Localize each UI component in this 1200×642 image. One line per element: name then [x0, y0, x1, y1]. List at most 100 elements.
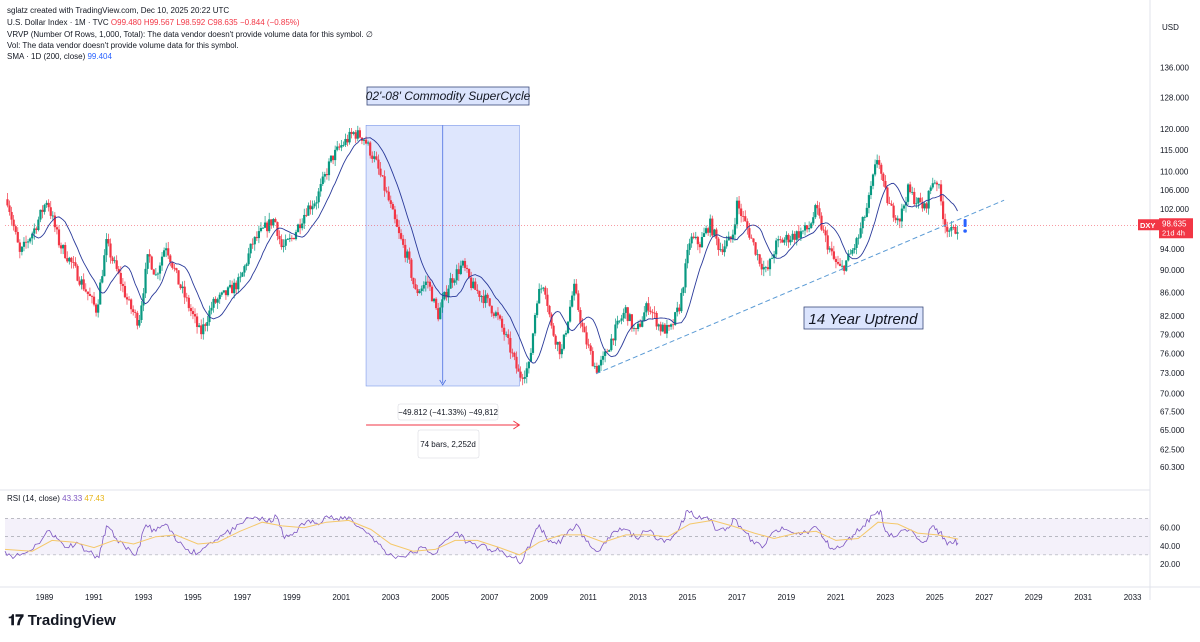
candle-body — [136, 312, 139, 326]
candle-body — [941, 201, 945, 220]
candle-body — [610, 338, 613, 351]
candle-body — [64, 244, 67, 259]
candle-body — [556, 341, 559, 345]
candle-body — [913, 191, 916, 205]
candle-body — [725, 240, 728, 247]
candle-body — [505, 334, 508, 336]
candle-body — [195, 316, 199, 327]
candle-body — [317, 191, 320, 203]
measure-arrowhead-icon — [439, 379, 447, 386]
candle-body — [639, 323, 642, 327]
candle-body — [472, 281, 475, 289]
candle-body — [239, 276, 242, 278]
candle-body — [420, 288, 423, 292]
candle-body — [624, 307, 627, 313]
candle-body — [235, 282, 238, 290]
candle-body — [527, 361, 530, 369]
candle-body — [319, 184, 322, 192]
candle-body — [676, 307, 679, 313]
candle-body — [175, 268, 178, 271]
candle-body — [810, 223, 813, 229]
candle-body — [746, 221, 749, 229]
candle-body — [348, 131, 351, 143]
candle-body — [62, 244, 65, 249]
candle-body — [711, 218, 714, 236]
candle-body — [890, 203, 893, 206]
candle-body — [457, 269, 460, 274]
candle-body — [6, 199, 9, 206]
candle-body — [272, 219, 275, 226]
candle-body — [340, 145, 343, 148]
candle-body — [898, 218, 901, 222]
candle-body — [797, 231, 800, 238]
candle-body — [216, 299, 219, 303]
candle-body — [787, 234, 790, 243]
ohlc-low: L98.592 — [176, 18, 206, 27]
candle-body — [542, 287, 545, 289]
candle-body — [171, 262, 174, 268]
candle-body — [231, 284, 234, 294]
y-tick-label: 67.500 — [1160, 408, 1185, 417]
symbol-ohlc-line: U.S. Dollar Index · 1M · TVC O99.480 H99… — [7, 17, 300, 28]
candle-body — [449, 278, 452, 289]
candle-body — [756, 254, 759, 256]
candle-body — [550, 314, 553, 326]
candle-body — [946, 226, 949, 232]
x-tick-label: 2023 — [876, 593, 894, 602]
candle-body — [439, 307, 442, 320]
candle-body — [830, 248, 833, 252]
candle-body — [529, 352, 533, 362]
candle-body — [744, 216, 747, 222]
candle-body — [789, 239, 792, 243]
candle-body — [435, 298, 438, 309]
candle-body — [622, 312, 625, 319]
candle-body — [692, 236, 695, 239]
candle-body — [274, 219, 277, 223]
x-tick-label: 2019 — [777, 593, 795, 602]
rsi-line — [4, 509, 959, 565]
rsi-tick-label: 40.00 — [1160, 542, 1181, 551]
candle-body — [432, 298, 436, 302]
candle-body — [944, 219, 947, 227]
candle-body — [758, 254, 761, 264]
candle-body — [212, 298, 215, 308]
candle-body — [719, 249, 722, 251]
candle-body — [189, 308, 192, 312]
candle-body — [684, 263, 687, 288]
candle-body — [455, 269, 458, 281]
candle-body — [245, 264, 248, 267]
brand-name: TradingView — [27, 612, 116, 629]
candle-body — [33, 228, 36, 234]
candle-body — [869, 185, 873, 196]
candle-body — [47, 202, 50, 208]
candle-body — [311, 206, 314, 210]
candle-body — [76, 265, 79, 281]
time-span-arrowhead-icon — [513, 420, 521, 430]
candle-body — [290, 237, 293, 239]
candle-body — [727, 236, 730, 241]
y-tick-label: 102.000 — [1160, 205, 1189, 214]
candle-body — [12, 219, 15, 227]
rsi-value: 43.33 — [62, 494, 83, 503]
candle-body — [554, 335, 557, 345]
candle-body — [329, 155, 333, 162]
candle-body — [612, 338, 615, 341]
candle-body — [523, 377, 526, 379]
candle-body — [346, 138, 349, 143]
candle-body — [132, 309, 135, 313]
candle-body — [226, 287, 230, 296]
candle-body — [707, 228, 710, 233]
candle-body — [80, 279, 83, 285]
candle-body — [795, 231, 798, 240]
candle-body — [282, 245, 285, 248]
candle-body — [200, 325, 203, 335]
candle-body — [568, 306, 572, 322]
candle-body — [552, 325, 555, 336]
candle-body — [127, 299, 131, 301]
candle-body — [441, 299, 444, 308]
candle-body — [103, 255, 106, 277]
candle-body — [463, 260, 467, 268]
candle-body — [896, 218, 899, 221]
candle-body — [113, 260, 116, 262]
